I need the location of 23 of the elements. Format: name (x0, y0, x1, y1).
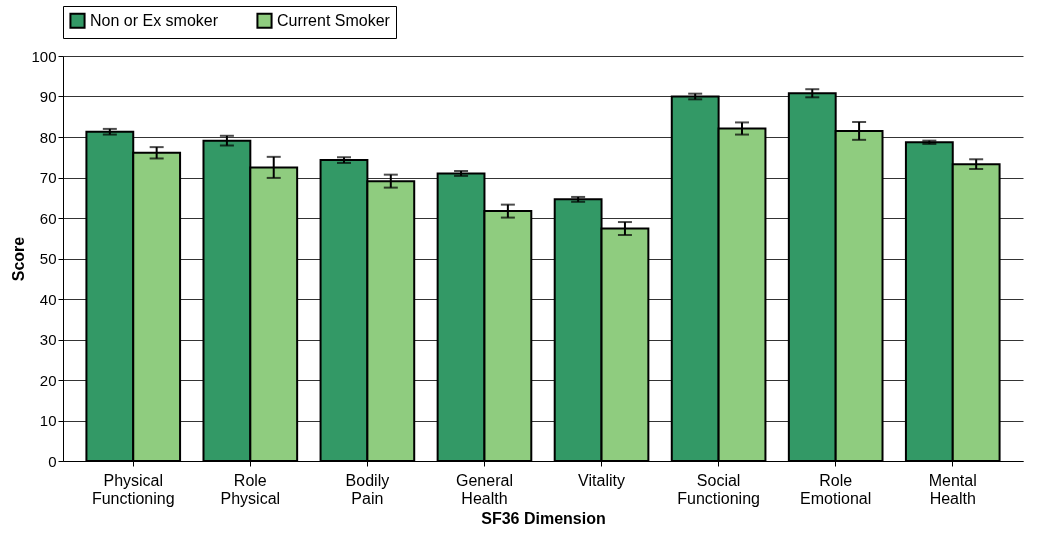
y-tick-label: 90 (39, 88, 57, 105)
y-tick-label: 20 (39, 371, 57, 389)
x-tick-label: Physical Functioning (91, 471, 175, 507)
x-tick-label: Role Emotional (800, 471, 872, 507)
x-tick-label: Bodily Pain (345, 471, 390, 507)
y-tick-label: 100 (31, 47, 57, 65)
x-tick-label: Social Functioning (677, 471, 760, 507)
x-tick-label: Role Physical (220, 471, 281, 507)
x-tick-label: Vitality (578, 471, 625, 489)
x-axis-title: SF36 Dimension (481, 509, 606, 527)
y-tick-label: 0 (48, 452, 57, 470)
y-tick-label: 40 (39, 290, 57, 308)
y-tick-label: 60 (39, 209, 57, 227)
y-axis-title: Score (10, 236, 28, 282)
y-tick-label: 80 (39, 128, 57, 146)
y-tick-label: 50 (39, 250, 57, 267)
x-tick-label: General Health (456, 471, 513, 507)
y-tick-label: 10 (39, 412, 57, 429)
y-tick-label: 30 (39, 331, 57, 348)
legend-label: Non or Ex smoker (90, 11, 219, 29)
x-tick-label: Mental Health (928, 471, 977, 507)
y-tick-label: 70 (39, 169, 57, 186)
legend-label: Current Smoker (277, 11, 391, 29)
